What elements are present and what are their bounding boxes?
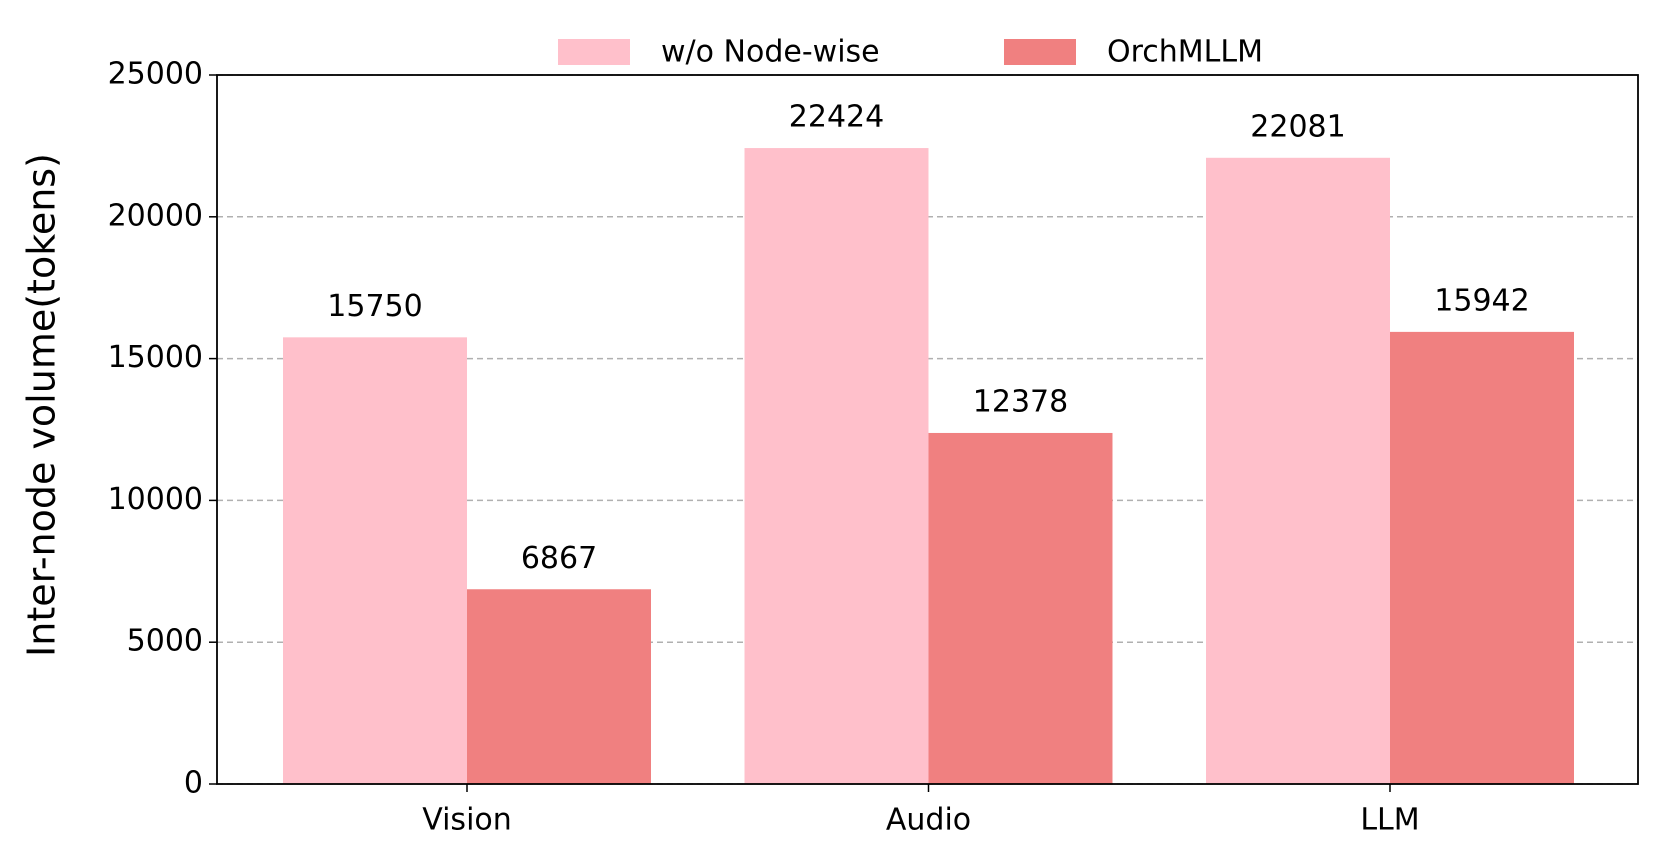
x-tick-label: Audio [886,803,971,838]
y-tick-label: 25000 [108,57,203,92]
y-tick-label: 15000 [108,340,203,375]
bar [283,337,467,784]
value-label: 22081 [1250,109,1345,144]
bar [744,148,929,784]
bar [1390,331,1574,784]
y-tick-label: 20000 [108,198,203,233]
legend-label: OrchMLLM [1107,35,1263,70]
x-tick-label: Vision [422,803,512,838]
legend-swatch [1004,39,1076,65]
legend-swatch [558,39,630,65]
value-label: 15750 [327,289,422,324]
value-label: 15942 [1434,283,1529,318]
value-label: 6867 [521,541,597,576]
legend-label: w/o Node-wise [661,35,880,70]
y-tick-label: 5000 [127,624,203,659]
bar [928,432,1113,784]
bar [1206,157,1390,784]
y-tick-label: 10000 [108,482,203,517]
y-axis-label: Inter-node volume(tokens) [20,153,64,657]
plot-frame [216,74,1639,785]
bar [467,589,651,784]
x-tick-label: LLM [1360,803,1419,838]
y-tick-label: 0 [184,766,203,801]
value-label: 12378 [973,384,1068,419]
value-label: 22424 [789,100,884,135]
